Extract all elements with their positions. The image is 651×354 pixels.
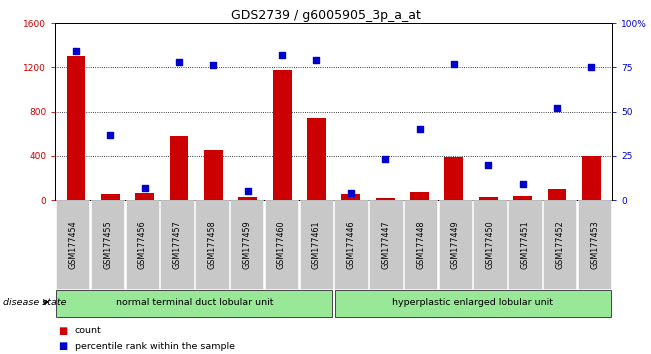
Bar (478, 197, 498, 200)
Text: GSM177453: GSM177453 (590, 220, 599, 269)
Bar (369, 200, 402, 289)
Point (586, 64, 596, 70)
Text: GSM177450: GSM177450 (486, 220, 495, 269)
Text: GSM177457: GSM177457 (173, 220, 182, 269)
Text: count: count (75, 326, 102, 336)
Point (139, 185, 150, 190)
Text: ■: ■ (59, 341, 68, 351)
Bar (508, 200, 542, 289)
Bar (91, 200, 124, 289)
Text: GSM177452: GSM177452 (555, 220, 564, 269)
Text: GSM177446: GSM177446 (346, 220, 355, 269)
Text: hyperplastic enlarged lobular unit: hyperplastic enlarged lobular unit (393, 298, 553, 308)
Bar (543, 200, 576, 289)
Bar (160, 200, 194, 289)
Bar (445, 157, 464, 200)
Text: GSM177451: GSM177451 (520, 220, 529, 269)
Point (208, 63, 219, 68)
Bar (410, 192, 429, 200)
Text: GSM177461: GSM177461 (312, 220, 321, 269)
Bar (335, 290, 611, 317)
Bar (299, 200, 333, 289)
Point (311, 57, 322, 63)
Bar (273, 70, 292, 200)
Bar (376, 198, 395, 200)
Bar (547, 189, 566, 200)
Bar (439, 200, 472, 289)
Point (71, 48, 81, 54)
Text: normal terminal duct lobular unit: normal terminal duct lobular unit (116, 298, 273, 308)
Point (346, 190, 356, 196)
Bar (307, 118, 326, 200)
Point (414, 126, 424, 132)
Bar (473, 200, 507, 289)
Point (518, 181, 528, 187)
Text: GSM177448: GSM177448 (416, 220, 425, 269)
Text: GDS2739 / g6005905_3p_a_at: GDS2739 / g6005905_3p_a_at (230, 9, 421, 22)
Bar (135, 193, 154, 200)
Bar (204, 150, 223, 200)
Point (483, 162, 493, 167)
Text: GSM177456: GSM177456 (138, 220, 147, 269)
Point (380, 156, 391, 162)
Point (449, 61, 459, 67)
Text: GSM177454: GSM177454 (68, 220, 77, 269)
Bar (56, 200, 89, 289)
Bar (230, 200, 264, 289)
Text: GSM177460: GSM177460 (277, 220, 286, 269)
Bar (101, 194, 120, 200)
Bar (404, 200, 437, 289)
Text: GSM177449: GSM177449 (451, 220, 460, 269)
Bar (195, 200, 229, 289)
Text: disease state: disease state (3, 298, 67, 307)
Text: percentile rank within the sample: percentile rank within the sample (75, 342, 235, 351)
Point (105, 132, 115, 137)
Bar (513, 195, 532, 200)
Bar (66, 56, 85, 200)
Point (174, 59, 184, 65)
Bar (126, 200, 159, 289)
Bar (56, 290, 332, 317)
Bar (238, 197, 257, 200)
Text: GSM177455: GSM177455 (103, 220, 112, 269)
Bar (578, 200, 611, 289)
Bar (341, 194, 360, 200)
Text: GSM177459: GSM177459 (242, 220, 251, 269)
Bar (335, 200, 368, 289)
Text: ■: ■ (59, 326, 68, 336)
Bar (582, 156, 601, 200)
Point (243, 188, 253, 194)
Point (552, 105, 562, 111)
Text: GSM177447: GSM177447 (381, 220, 391, 269)
Text: GSM177458: GSM177458 (208, 220, 216, 269)
Bar (265, 200, 298, 289)
Point (277, 52, 287, 58)
Bar (169, 136, 189, 200)
